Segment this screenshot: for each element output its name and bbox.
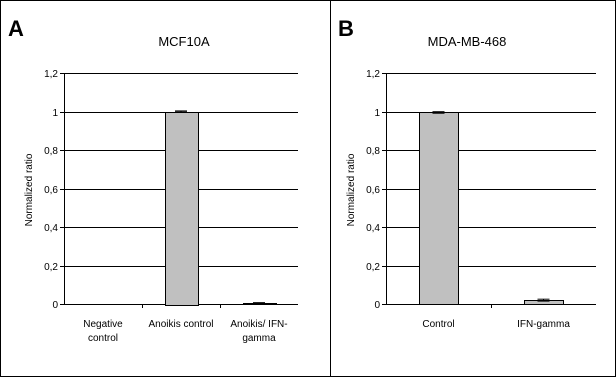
chart-title: MCF10A: [158, 34, 210, 49]
panel-letter-b: B: [338, 16, 354, 41]
y-tick-label: 0,2: [44, 262, 58, 273]
chart-mda-mb-468: MDA-MB-468 Normalized ratio 0 0,2 0,4 0,6 0,…: [346, 34, 596, 330]
bar: [419, 112, 459, 305]
y-tick-label: 0: [374, 300, 380, 311]
y-axis-title: Normalized ratio: [24, 153, 35, 226]
y-tick-label: 1: [52, 108, 58, 119]
y-tick-label: 0: [52, 300, 58, 311]
y-axis-title: Normalized ratio: [346, 153, 357, 226]
chart-title: MDA-MB-468: [428, 34, 507, 49]
bar: [165, 112, 199, 306]
y-tick-label: 1,2: [44, 69, 58, 80]
y-tick-label: 1,2: [366, 69, 380, 80]
chart-mcf10a: MCF10A Normalized ratio 0 0,2 0,4 0,6 0,8 1 1,…: [24, 34, 298, 344]
x-category-label: Anoikis/ IFN-: [230, 319, 287, 330]
y-tick-label: 0,8: [366, 146, 380, 157]
y-tick-label: 0,4: [44, 223, 58, 234]
x-category-label: Anoikis control: [148, 319, 213, 330]
y-tick-label: 0,2: [366, 262, 380, 273]
y-tick-label: 0,6: [44, 185, 58, 196]
y-tick-label: 1: [374, 108, 380, 119]
y-tick-label: 0,6: [366, 185, 380, 196]
x-category-label: IFN-gamma: [517, 319, 570, 330]
x-category-label: gamma: [242, 333, 276, 344]
x-category-label: Negative: [83, 319, 123, 330]
y-tick-label: 0,8: [44, 146, 58, 157]
y-tick-label: 0,4: [366, 223, 380, 234]
x-category-label: Control: [422, 319, 454, 330]
x-category-label: control: [88, 333, 118, 344]
panel-letter-a: A: [8, 16, 24, 41]
